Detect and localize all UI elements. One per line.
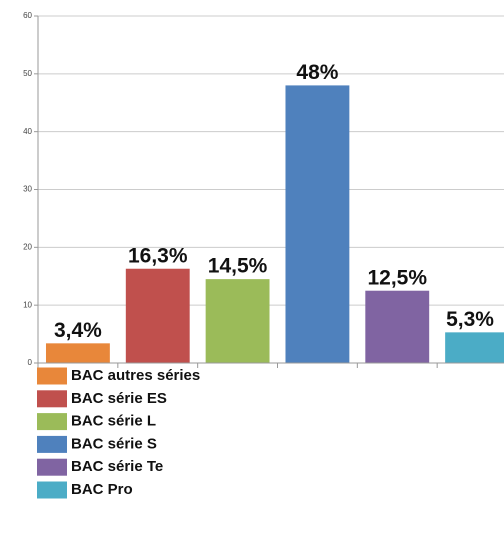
bar [285, 85, 350, 364]
legend-swatch [37, 390, 67, 408]
legend-swatch [37, 481, 67, 499]
legend-swatch [37, 367, 67, 385]
value-label: 16,3% [128, 244, 188, 267]
bar [445, 332, 504, 363]
legend-label: BAC Pro [71, 481, 133, 498]
legend-label: BAC série L [71, 413, 156, 430]
bar [205, 279, 270, 363]
y-tick-label: 30 [23, 185, 32, 194]
legend-label: BAC série Te [71, 458, 163, 475]
legend-swatch [37, 435, 67, 453]
bar [365, 290, 430, 363]
value-label: 12,5% [367, 266, 427, 289]
bar [125, 268, 190, 363]
y-tick-label: 20 [23, 242, 32, 251]
legend-label: BAC série S [71, 435, 157, 452]
y-tick-label: 40 [23, 127, 32, 136]
legend-label: BAC série ES [71, 390, 167, 407]
value-label: 3,4% [54, 319, 102, 342]
y-tick-label: 10 [23, 300, 32, 309]
value-label: 14,5% [208, 255, 268, 278]
y-tick-label: 60 [23, 11, 32, 20]
value-label: 48% [296, 61, 338, 84]
legend-swatch [37, 458, 67, 476]
legend-label: BAC autres séries [71, 367, 200, 384]
legend-swatch [37, 413, 67, 431]
y-tick-label: 0 [28, 358, 33, 367]
y-tick-label: 50 [23, 69, 32, 78]
value-label: 5,3% [446, 308, 494, 331]
bar [45, 343, 110, 363]
